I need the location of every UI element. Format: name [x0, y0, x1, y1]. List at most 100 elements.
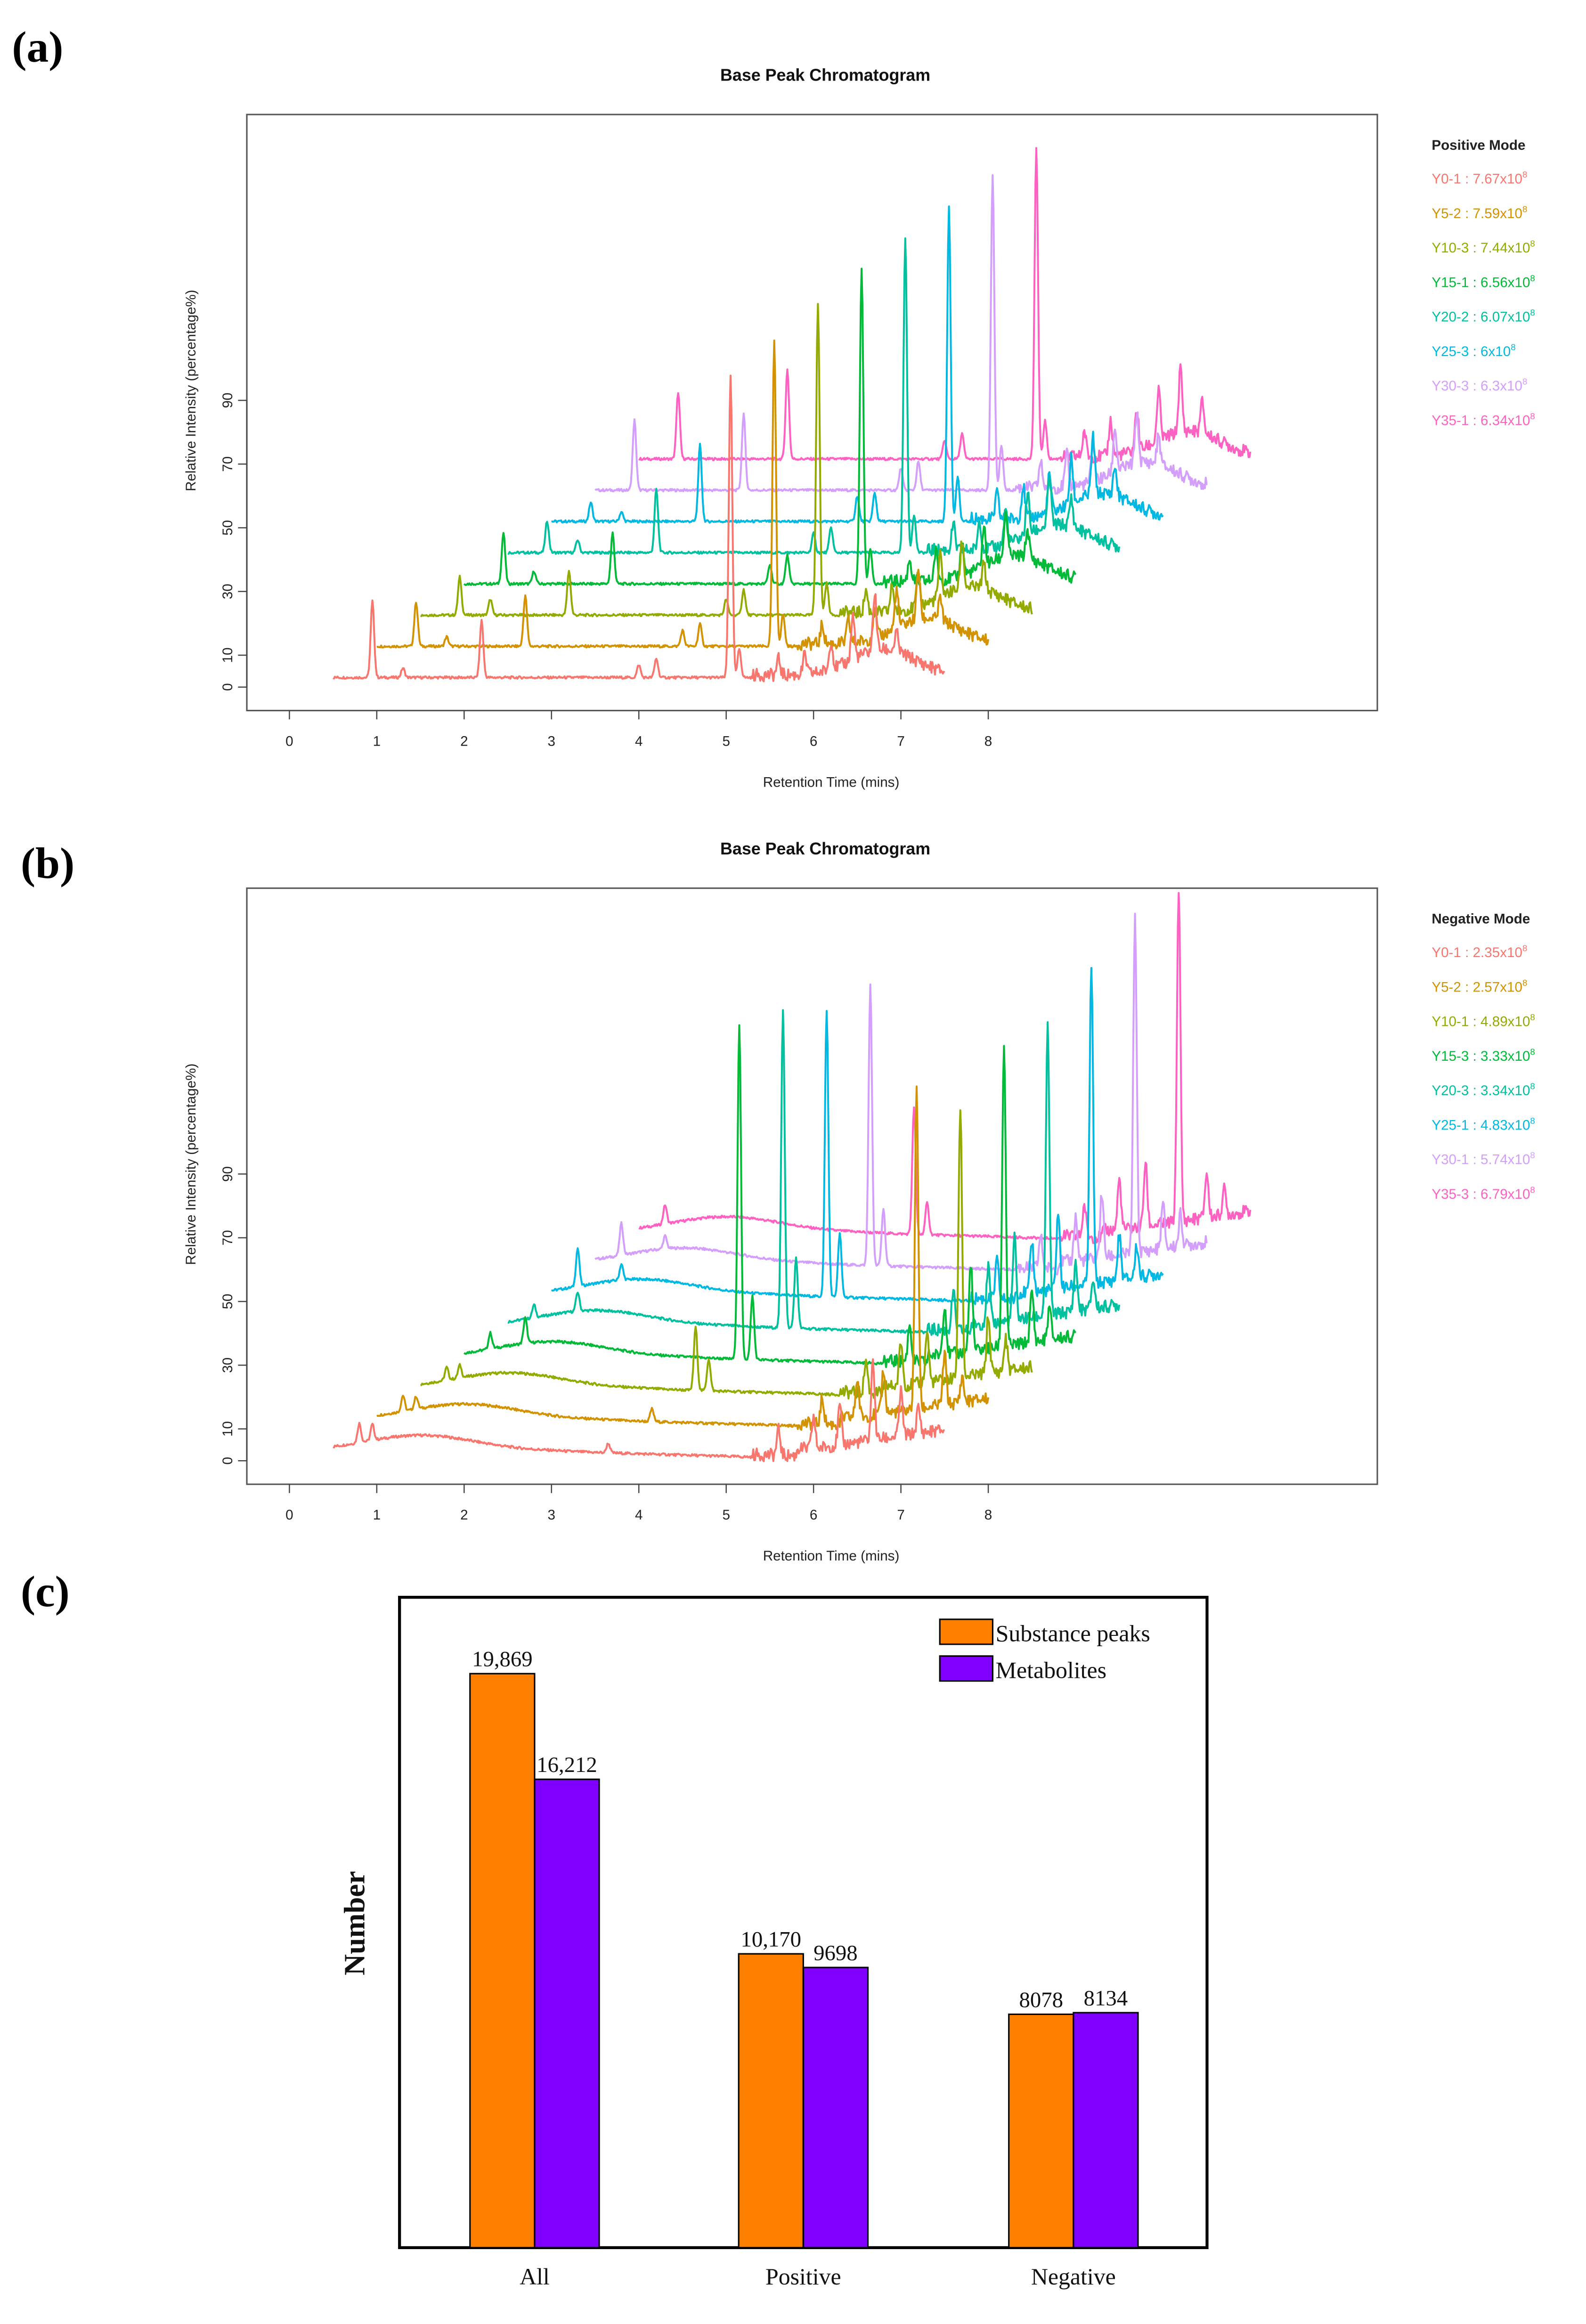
bar-metabolites-positive	[802, 1966, 869, 2249]
legend-mantissa: 5.74	[1480, 1152, 1508, 1168]
legend-exponent: 8	[1522, 170, 1527, 179]
chromatogram-negative: Base Peak Chromatogram 0 1 2 3 4 5 6 7 8 0 10 30 50 70…	[183, 839, 1535, 1564]
trace-y10-1	[420, 1109, 1033, 1400]
legend-item: Y0-1 : 2.35x108	[1431, 943, 1527, 960]
x-tick-label: 5	[722, 733, 730, 749]
x-tick-label: 0	[285, 1507, 293, 1523]
bar-chart-counts: 19,869 16,212 All 10,170 9698 Positive 8078 813…	[338, 1596, 1209, 2290]
legend-separator: :	[1469, 275, 1480, 290]
legend-exponent: 8	[1530, 308, 1535, 317]
category-label: All	[520, 2264, 550, 2290]
x-tick-label: 2	[460, 733, 468, 749]
bar-value-label: 9698	[813, 1941, 857, 1965]
x-tick-label: 4	[635, 733, 643, 749]
bar-substance-peaks-all	[469, 1673, 536, 2249]
legend-separator: :	[1469, 344, 1480, 359]
y-tick-label: 70	[220, 456, 236, 472]
legend-label: Substance peaks	[996, 1621, 1150, 1647]
bar-substance-peaks-positive	[738, 1953, 804, 2249]
legend-item: Y15-3 : 3.33x108	[1431, 1047, 1535, 1064]
bar-metabolites-all	[534, 1778, 600, 2249]
trace-y30-1	[594, 912, 1208, 1276]
legend-exponent: 8	[1522, 204, 1527, 214]
legend-times-ten: x10	[1508, 275, 1530, 290]
legend-times-ten: x10	[1508, 413, 1530, 428]
legend-series-name: Y20-3	[1431, 1083, 1469, 1098]
legend-item: Y20-3 : 3.34x108	[1431, 1081, 1535, 1098]
y-tick-label: 50	[220, 1294, 236, 1309]
y-tick-label: 90	[220, 393, 236, 408]
legend-times-ten: x10	[1508, 240, 1530, 256]
legend-exponent: 8	[1511, 342, 1515, 352]
legend-times-ten: x10	[1508, 1117, 1530, 1133]
legend-separator: :	[1469, 378, 1480, 394]
y-tick-label: 50	[220, 520, 236, 536]
legend-series-name: Y15-3	[1431, 1048, 1469, 1064]
trace-y5-2	[376, 339, 990, 651]
legend-mantissa: 6	[1480, 344, 1488, 359]
legend-item: Y25-1 : 4.83x108	[1431, 1116, 1535, 1133]
x-tick-label: 6	[810, 733, 817, 749]
legend-title: Positive Mode	[1431, 138, 1525, 153]
legend-item: Y0-1 : 7.67x108	[1431, 170, 1527, 187]
legend-series-name: Y5-2	[1431, 979, 1461, 995]
legend-exponent: 8	[1522, 943, 1527, 953]
legend-exponent: 8	[1530, 411, 1535, 421]
legend-item: Y20-2 : 6.07x108	[1431, 308, 1535, 325]
legend-swatch	[939, 1655, 993, 1682]
legend-series-name: Y5-2	[1431, 206, 1461, 221]
legend-times-ten: x10	[1500, 378, 1522, 394]
legend-times-ten: x10	[1508, 1083, 1530, 1098]
y-tick-label: 0	[220, 1457, 236, 1464]
panel-label-a: (a)	[12, 23, 63, 72]
legend-series-name: Y10-1	[1431, 1014, 1469, 1030]
legend-mantissa: 6.56	[1480, 275, 1508, 290]
chromatogram-positive: Base Peak Chromatogram 0 1 2 3 4 5 6 7 8 0 10 30 50 70…	[183, 65, 1535, 790]
legend-exponent: 8	[1530, 1116, 1535, 1126]
trace-y35-3	[638, 892, 1252, 1244]
y-tick-label: 70	[220, 1230, 236, 1245]
y-tick-label: 30	[220, 584, 236, 599]
legend-mantissa: 3.34	[1480, 1083, 1508, 1098]
panel-label-c: (c)	[21, 1568, 70, 1616]
legend-series-name: Y25-3	[1431, 344, 1469, 359]
y-axis-title: Number	[338, 1871, 371, 1975]
legend-series-name: Y10-3	[1431, 240, 1469, 256]
legend-item: Y30-1 : 5.74x108	[1431, 1150, 1535, 1167]
legend-times-ten: x10	[1508, 1186, 1530, 1202]
x-tick-label: 1	[373, 733, 381, 749]
legend-times-ten: x10	[1488, 344, 1511, 359]
trace-y5-2	[376, 1085, 990, 1431]
legend-exponent: 8	[1530, 1150, 1535, 1160]
legend-mantissa: 3.33	[1480, 1048, 1508, 1064]
trace-y20-2	[507, 237, 1121, 557]
legend-mantissa: 4.89	[1480, 1014, 1508, 1030]
x-tick-label: 7	[897, 1507, 904, 1523]
y-tick-label: 30	[220, 1357, 236, 1373]
legend-mantissa: 7.44	[1480, 240, 1508, 256]
bar-value-label: 16,212	[537, 1753, 597, 1777]
legend-exponent: 8	[1530, 1047, 1535, 1056]
legend-mantissa: 6.79	[1480, 1186, 1508, 1202]
legend-series-name: Y25-1	[1431, 1117, 1469, 1133]
trace-y25-1	[551, 967, 1164, 1305]
legend-series-name: Y0-1	[1431, 171, 1461, 187]
legend-item: Y5-2 : 2.57x108	[1431, 978, 1527, 995]
legend-exponent: 8	[1530, 1012, 1535, 1022]
category-label: Negative	[1031, 2264, 1116, 2290]
legend-separator: :	[1469, 309, 1480, 325]
legend-item: Y5-2 : 7.59x108	[1431, 204, 1527, 221]
legend-times-ten: x10	[1500, 945, 1522, 960]
legend-times-ten: x10	[1500, 171, 1522, 187]
legend-mantissa: 6.3	[1480, 378, 1500, 394]
legend-separator: :	[1469, 240, 1480, 256]
x-tick-label: 0	[285, 733, 293, 749]
y-axis-title: Relative Intensity (percentage%)	[183, 1064, 199, 1265]
x-axis-title: Retention Time (mins)	[763, 1548, 900, 1564]
legend-item: Y10-1 : 4.89x108	[1431, 1012, 1535, 1029]
category-label: Positive	[765, 2264, 841, 2290]
trace-y15-1	[463, 268, 1077, 589]
x-tick-label: 3	[548, 733, 555, 749]
legend-mantissa: 7.67	[1473, 171, 1500, 187]
